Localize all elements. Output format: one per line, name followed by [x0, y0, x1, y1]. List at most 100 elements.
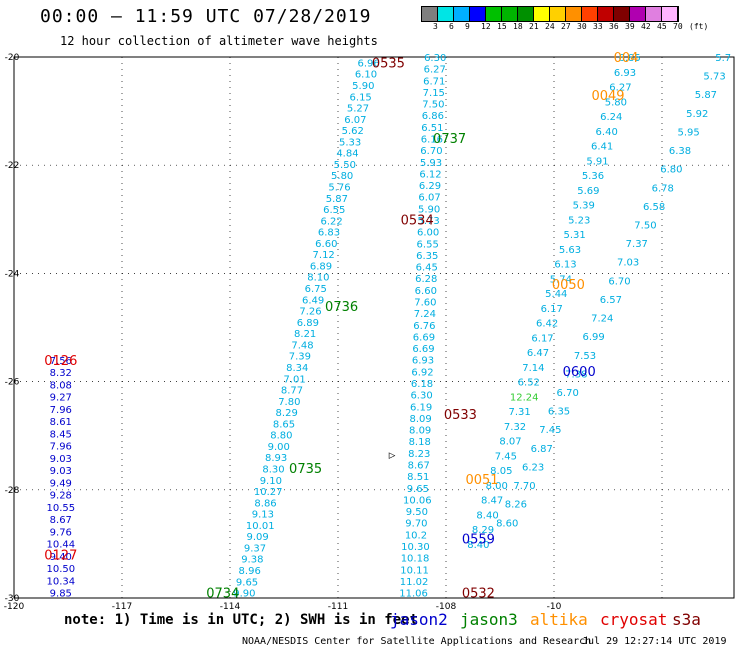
wave-height-value: 7.31 — [509, 407, 531, 418]
wave-height-value: 8.29 — [276, 408, 298, 419]
wave-height-value: 6.60 — [315, 239, 337, 250]
wave-height-value: 7.45 — [495, 451, 517, 462]
wave-height-value: 5.74 — [550, 274, 572, 285]
legend-tick-label: 24 — [545, 22, 555, 31]
wave-height-value: 8.21 — [294, 329, 316, 340]
wave-height-value: 9.49 — [50, 478, 72, 489]
wave-height-value: 7.45 — [539, 425, 561, 436]
wave-height-value: 7.50 — [634, 220, 656, 231]
wave-height-value: 6.41 — [591, 142, 613, 153]
wave-height-value: 9.65 — [407, 484, 429, 495]
wave-height-value: 9.27 — [50, 393, 72, 404]
wave-height-value: 9.37 — [244, 543, 266, 554]
wave-height-map: -120 -117 -114 -111 -108 -10 -20 -22 -24 -26 -28 -3… — [4, 51, 735, 610]
wave-height-value: 6.00 — [417, 228, 439, 239]
lat-axis-label: -28 — [5, 486, 20, 496]
wave-height-value: 5.76 — [328, 182, 350, 193]
wave-height-value: 8.65 — [273, 419, 295, 430]
wave-height-value: 10.2 — [405, 530, 427, 541]
satellite-name: altika — [530, 610, 588, 629]
wave-height-value: 7.50 — [422, 100, 444, 111]
wave-height-value: 10.34 — [46, 576, 75, 587]
wave-height-value: 5.31 — [563, 230, 585, 241]
legend-tick-label: 3 — [433, 22, 438, 31]
wave-height-value: 8.67 — [408, 461, 430, 472]
pass-time-label: 0736 — [325, 300, 358, 315]
lat-axis-label: -30 — [5, 594, 20, 604]
legend-tick-label: 30 — [577, 22, 587, 31]
wave-height-value: 5.95 — [678, 127, 700, 138]
wave-height-value: 9.03 — [50, 466, 72, 477]
wave-height-value: 6.07 — [344, 115, 366, 126]
wave-height-value: 6.40 — [596, 127, 618, 138]
wave-height-value: 8.86 — [254, 498, 276, 509]
legend-tick-label: 33 — [593, 22, 603, 31]
wave-height-value: 7.48 — [291, 340, 313, 351]
legend-tick-label: 42 — [641, 22, 651, 31]
wave-height-value: 8.60 — [496, 518, 518, 529]
wave-height-value: 5.91 — [586, 156, 608, 167]
wave-height-value: 8.09 — [409, 426, 431, 437]
wave-height-value: 10.30 — [401, 542, 430, 553]
wave-height-value: 6.47 — [527, 348, 549, 359]
wave-height-value: 6.45 — [416, 263, 438, 274]
ship-marker-icon: ▷ — [389, 449, 396, 462]
lat-axis-label: -22 — [5, 161, 20, 171]
wave-height-value: 6.10 — [355, 70, 377, 81]
wave-height-value: 9.90 — [233, 589, 255, 600]
map-frame — [13, 56, 735, 599]
wave-height-value: 6.89 — [310, 261, 332, 272]
wave-height-value: 9.09 — [246, 532, 268, 543]
wave-height-value: 5.73 — [417, 216, 439, 227]
pass-time-label: 0600 — [563, 365, 596, 380]
wave-height-value: 6.58 — [643, 202, 665, 213]
legend-swatch — [438, 7, 454, 21]
lon-axis-label: -117 — [112, 602, 132, 610]
wave-height-value: 5.93 — [420, 158, 442, 169]
wave-height-value: 8.34 — [286, 363, 308, 374]
wave-height-value: 8.40 — [476, 510, 498, 521]
wave-height-value: 6.12 — [419, 169, 441, 180]
lon-axis-label: -114 — [220, 602, 241, 610]
wave-height-value: 5.90 — [352, 81, 374, 92]
wave-height-value: 6.30 — [410, 391, 432, 402]
wave-height-value: 5.69 — [577, 186, 599, 197]
lon-axis-label: -120 — [4, 602, 25, 610]
wave-height-value: 6.24 — [600, 112, 622, 123]
wave-height-value: 4.84 — [336, 149, 358, 160]
pass-time-label: 0534 — [401, 213, 434, 228]
wave-height-value: 6.70 — [557, 388, 579, 399]
legend-tick-label: 12 — [481, 22, 491, 31]
wave-height-value: 7.96 — [50, 405, 72, 416]
wave-height-value: 6.57 — [600, 295, 622, 306]
wave-height-value: 5.39 — [573, 201, 595, 212]
legend-tick-label: 27 — [561, 22, 571, 31]
wave-height-value: 8.10 — [307, 273, 329, 284]
wave-height-value: 8.30 — [262, 465, 284, 476]
wave-height-value: 5.90 — [418, 204, 440, 215]
wave-height-value: 6.22 — [320, 216, 342, 227]
wave-height-value: 8.67 — [50, 515, 72, 526]
satellite-name: cryosat — [600, 610, 668, 629]
wave-height-value: 6.87 — [531, 444, 553, 455]
wave-height-value: 10.11 — [400, 565, 429, 576]
wave-height-value: 7.38 — [565, 369, 587, 380]
pass-time-label: 0535 — [372, 56, 405, 71]
wave-height-value: 5.50 — [334, 160, 356, 171]
legend-swatch — [534, 7, 550, 21]
pass-time-label: 0533 — [444, 408, 477, 423]
satellite-name: s3a — [672, 610, 701, 629]
wave-height-value: 5.27 — [347, 104, 369, 115]
wave-height-value: 6.49 — [302, 295, 324, 306]
wave-height-value: 10.50 — [46, 564, 75, 575]
wave-height-value: 6.18 — [411, 379, 433, 390]
wave-height-value: 7.03 — [617, 258, 639, 269]
wave-height-value: 7.14 — [522, 363, 544, 374]
wave-height-value: 7.26 — [299, 307, 321, 318]
wave-height-value: 5.92 — [686, 109, 708, 120]
wave-height-value: 6.42 — [536, 319, 558, 330]
wave-height-value: 8.05 — [490, 466, 512, 477]
wave-height-value: 6.35 — [416, 251, 438, 262]
wave-height-value: 5.63 — [559, 245, 581, 256]
wave-height-value: 5.87 — [326, 194, 348, 205]
